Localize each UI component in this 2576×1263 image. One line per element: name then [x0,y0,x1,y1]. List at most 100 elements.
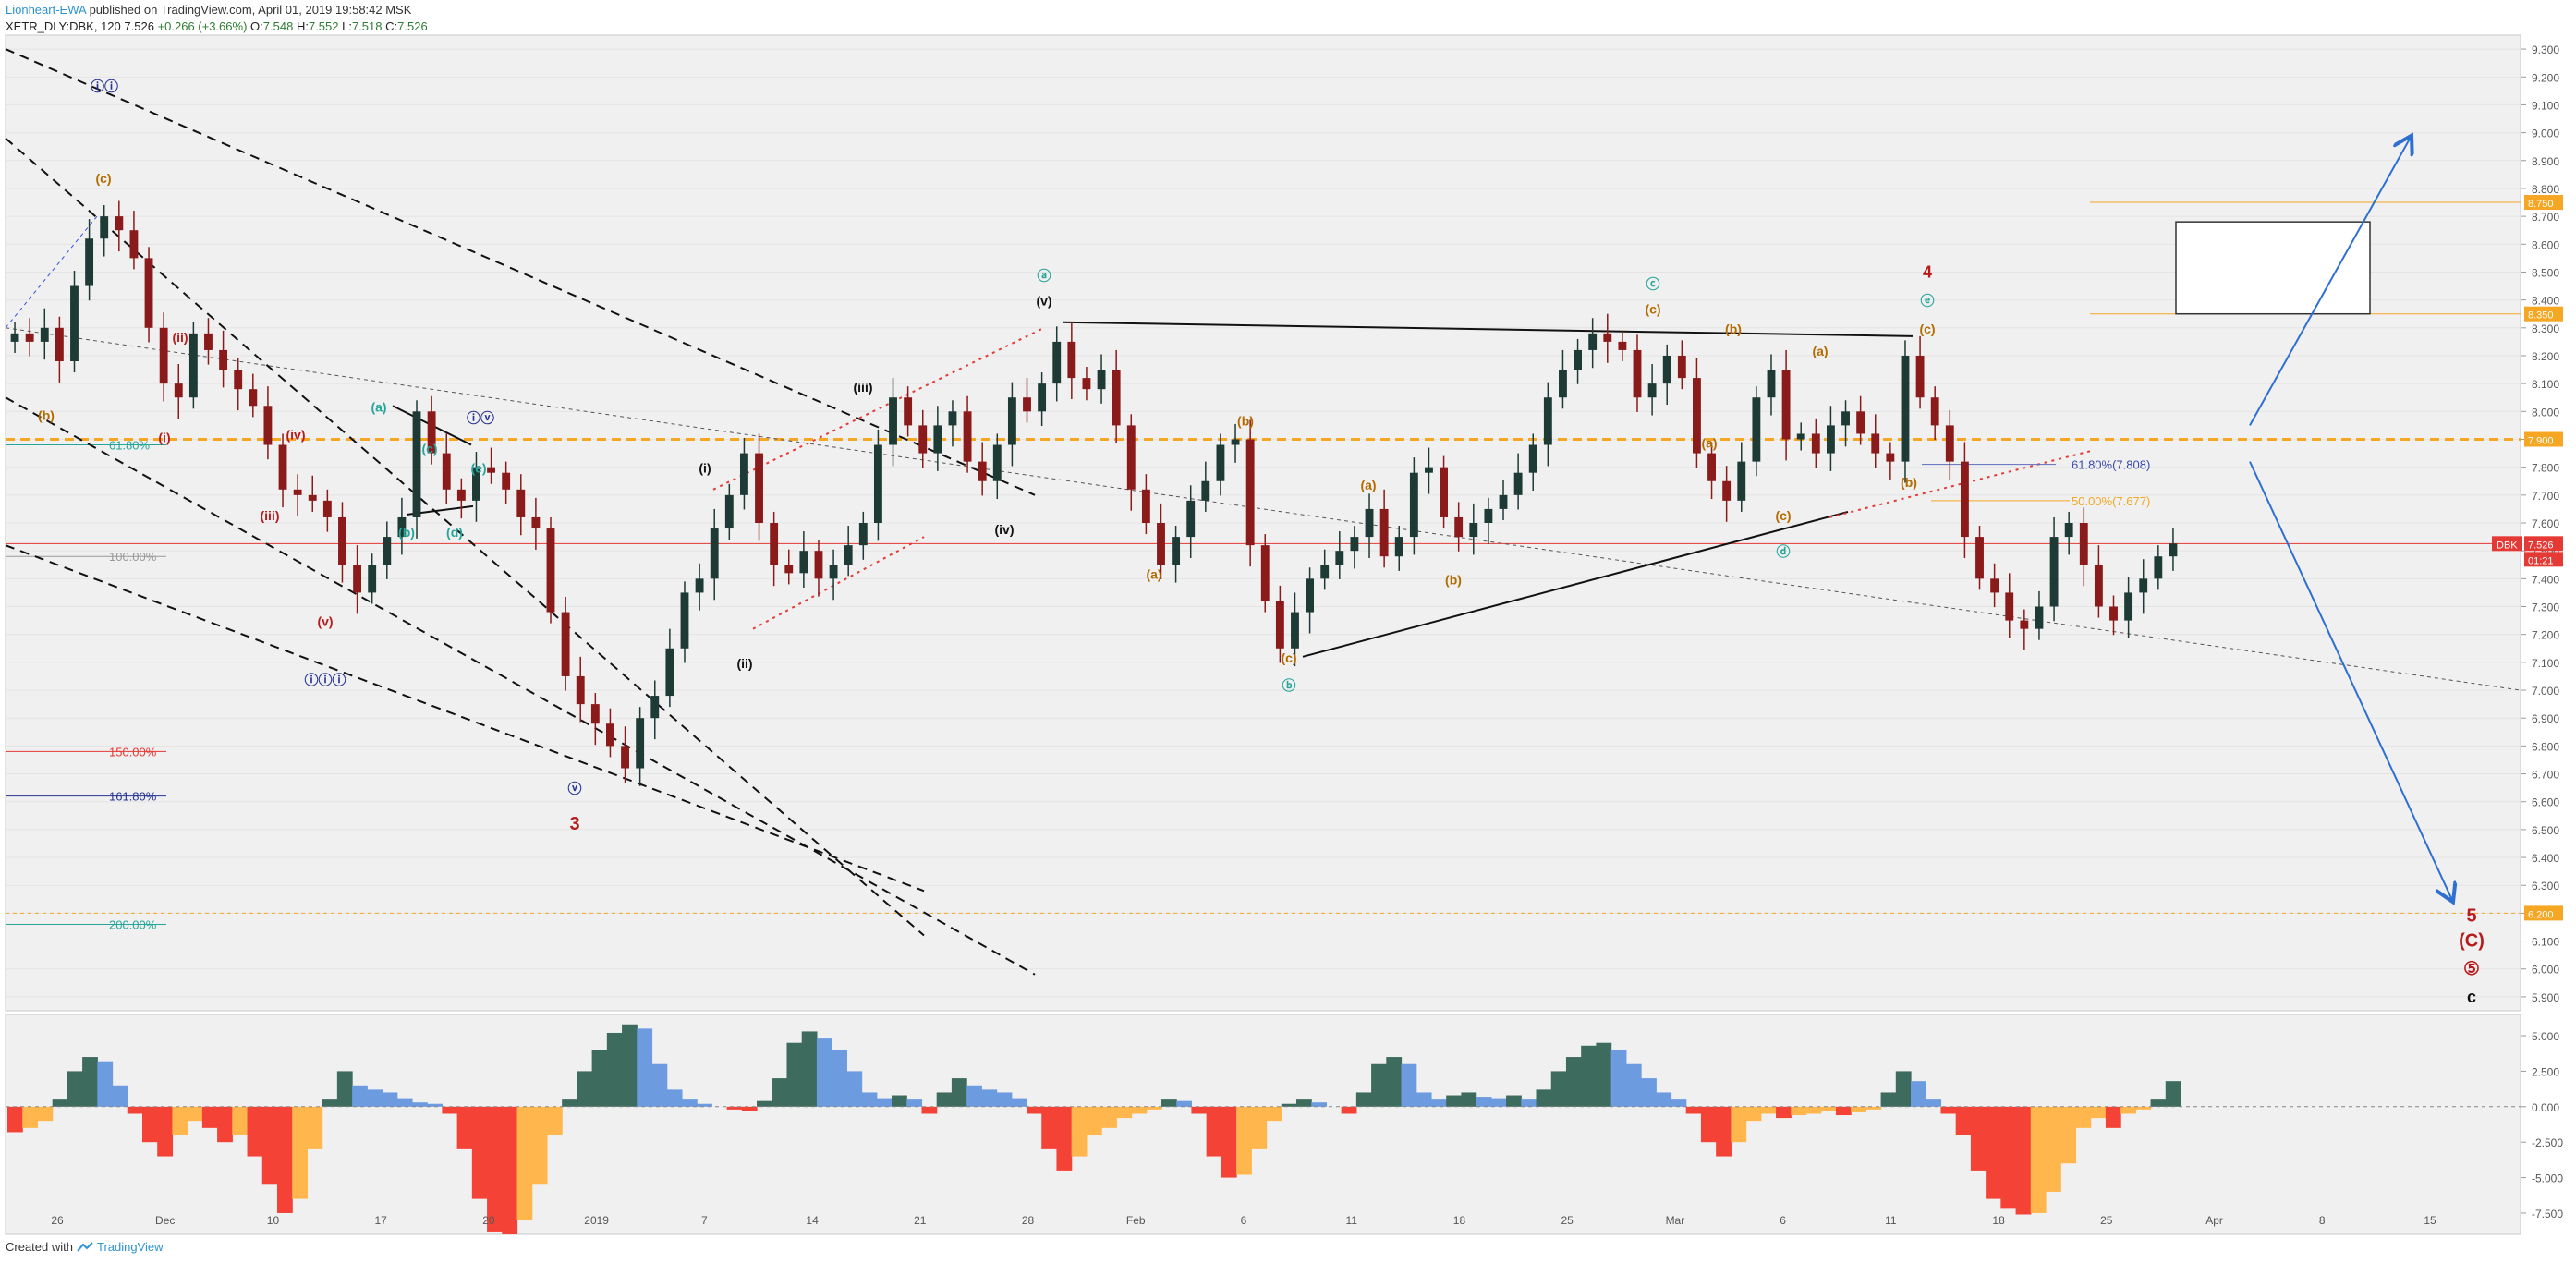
candle-body [1796,433,1805,440]
time-tick-label: 6 [1780,1214,1786,1227]
time-tick-label: 6 [1241,1214,1247,1227]
oscillator-bar [1295,1099,1312,1107]
fib-right-label: 50.00%(7.677) [2072,494,2150,508]
price-tick-label: 7.600 [2532,517,2559,530]
price-tick-label: 6.800 [2532,740,2559,753]
candle-body [1454,516,1464,538]
candle-body [1811,433,1820,454]
countdown-tag: 01:21 [2528,555,2554,566]
oscillator-bar [352,1085,368,1107]
oscillator-bar [172,1106,188,1135]
level-tag: 6.200 [2528,909,2554,920]
wave-label: (d) [446,525,463,540]
candle-body [129,230,139,259]
oscillator-bar [1536,1089,1552,1107]
level-tag-bg [2524,431,2563,447]
oscillator-bar [1521,1099,1537,1107]
oscillator-bar [906,1099,923,1107]
oscillator [7,1024,2181,1234]
wave-label: ⑤ [2463,959,2480,979]
candle-body [1559,370,1567,398]
candle-body [10,333,19,342]
candle-body [1425,467,1433,473]
price-tick-label: 7.100 [2532,657,2559,670]
price-tick-label: 8.700 [2532,211,2559,224]
oscillator-bar [1581,1045,1597,1107]
candle-body [159,327,168,384]
oscillator-bar [786,1042,803,1107]
oscillator-bar [1461,1092,1477,1107]
oscillator-bar [1716,1106,1732,1157]
wave-label: (b) [1445,572,1462,587]
candle-body [1871,433,1880,454]
wave-label: (iii) [854,380,873,395]
candle-body [814,551,823,579]
candle-body [1067,341,1076,379]
wave-label: (ii) [736,656,752,671]
candle-body [858,523,868,546]
oscillator-bar [1550,1071,1567,1107]
candle-body [412,411,421,517]
candle-body [829,565,838,579]
candle-body [1915,355,1925,398]
channel-lower [5,137,925,937]
oscillator-bar [307,1106,323,1149]
oscillator-bar [1865,1106,1882,1110]
oscillator-bar [456,1106,473,1149]
time-axis[interactable]: 26 Dec 10 17 20 2019 7 14 21 28 Feb 6 11 18 25 Mar 6 11 18… [51,1214,2436,1227]
candle-body [368,565,377,593]
time-tick-label: 11 [1885,1214,1897,1227]
candle-body [2020,620,2029,629]
price-tick-label: 6.000 [2532,964,2559,977]
fib-left-label: 100.00% [109,550,157,564]
footer-brand[interactable]: TradingView [96,1240,164,1254]
candle-body [397,516,407,538]
time-tick-label: Dec [155,1214,175,1227]
price-tick-label: 8.400 [2532,295,2559,308]
high-value: 7.552 [308,19,339,33]
price-tick-label: 6.600 [2532,796,2559,809]
osc-tick-label: -5.000 [2532,1172,2563,1185]
candle-body [2049,537,2059,607]
candle-body [844,545,853,565]
oscillator-bar [1101,1106,1117,1128]
fib-right-label: 61.80%(7.808) [2072,458,2150,472]
level-tag: 8.750 [2528,199,2554,210]
price-tick-label: 6.100 [2532,936,2559,949]
oscillator-bar [411,1102,428,1107]
author-name[interactable]: Lionheart-EWA [6,3,86,17]
oscillator-bar [1160,1099,1177,1107]
wave-label: (c) [1775,508,1791,523]
candle-body [2154,556,2163,579]
oscillator-bar [1596,1042,1612,1107]
fib-left-label: 150.00% [109,745,157,759]
level-tag-bg [2524,195,2563,211]
candle-body [1007,397,1016,445]
price-axis[interactable]: 9.300 9.200 9.100 9.000 8.900 8.800 8.700 8.600… [2521,43,2559,1004]
high-label: H: [296,19,309,33]
price-tick-label: 8.900 [2532,155,2559,168]
candle-body [219,349,228,370]
oscillator-bar [292,1106,309,1199]
oscillator-bar [1911,1081,1926,1107]
wave-label: (a) [1146,566,1161,581]
candle-body [2124,592,2133,621]
candle-body [502,472,511,490]
oscillator-bar [322,1099,338,1107]
candle-body [1841,411,1850,426]
oscillator-bar [2120,1106,2136,1114]
oscillator-bar [187,1106,203,1122]
oscillator-bar [2015,1106,2032,1215]
oscillator-bar [1490,1098,1507,1107]
candle-body [770,523,779,565]
open-label: O: [250,19,263,33]
symbol-tag: DBK [2497,540,2518,551]
candle-body [1186,500,1196,538]
fib-left-label: 161.80% [109,790,157,804]
oscillator-bar [1116,1106,1133,1119]
osc-tick-label: 5.000 [2532,1030,2559,1043]
price-tick-label: 8.000 [2532,406,2559,419]
wave-label: (c) [1919,322,1935,336]
target-box [2175,221,2371,315]
